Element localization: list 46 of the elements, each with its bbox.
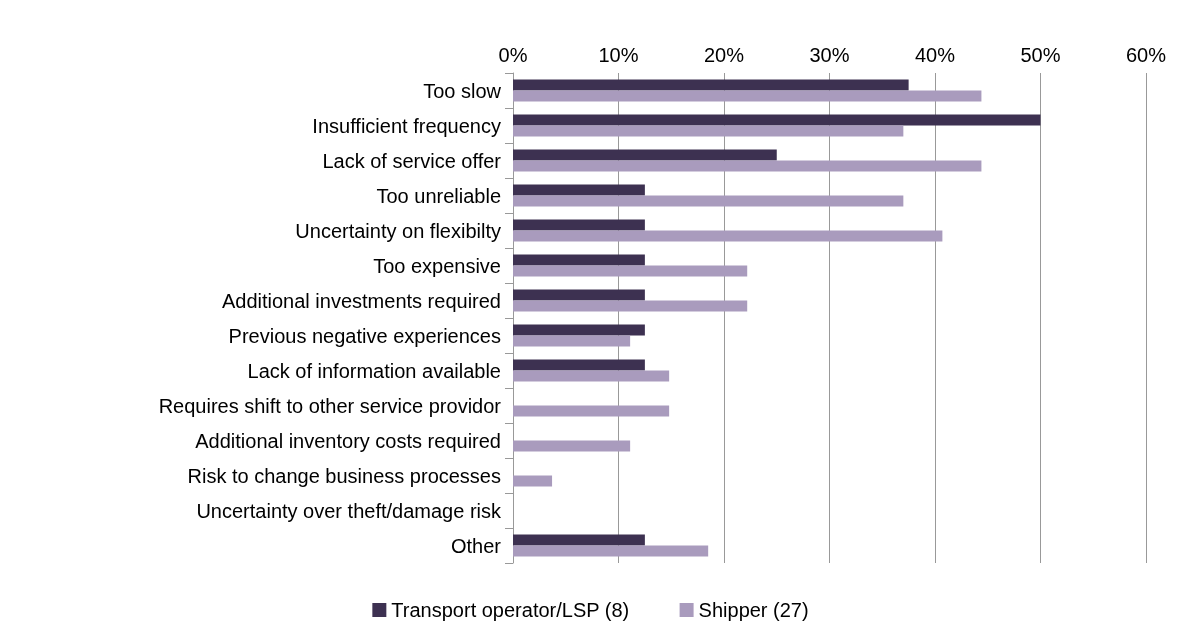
y-tick-label: Additional investments required	[221, 289, 501, 312]
x-tick-label: 0%	[498, 44, 528, 66]
bar	[513, 545, 709, 557]
y-tick-label: Lack of information available	[247, 359, 501, 382]
bar	[513, 254, 645, 266]
x-tick-label: 60%	[1125, 44, 1167, 66]
y-tick-label: Too expensive	[373, 254, 501, 277]
y-tick-label: Uncertainty over theft/damage risk	[196, 499, 502, 522]
bar	[513, 440, 631, 452]
bar	[513, 184, 645, 196]
bar	[513, 405, 670, 417]
bar	[513, 475, 553, 487]
bar	[513, 289, 645, 301]
bar	[513, 300, 748, 312]
bar	[513, 230, 943, 242]
y-tick-label: Lack of service offer	[322, 149, 502, 172]
bar	[513, 149, 777, 161]
bar	[513, 219, 645, 231]
bar	[513, 125, 904, 137]
bar	[513, 324, 645, 336]
y-tick-label: Too unreliable	[376, 184, 501, 207]
y-tick-label: Additional inventory costs required	[195, 429, 501, 452]
bar	[513, 359, 645, 371]
y-tick-label: Insufficient frequency	[312, 114, 501, 137]
bar	[513, 79, 909, 91]
y-tick-label: Previous negative experiences	[228, 324, 501, 347]
legend-label: Shipper (27)	[698, 599, 809, 621]
bar	[513, 90, 982, 102]
x-tick-label: 30%	[809, 44, 850, 66]
x-tick-label: 40%	[914, 44, 956, 66]
y-tick-label: Risk to change business processes	[187, 464, 501, 487]
x-tick-label: 10%	[598, 44, 639, 66]
bar	[513, 534, 645, 546]
legend-label: Transport operator/LSP (8)	[391, 599, 630, 621]
bar	[513, 370, 670, 382]
bar	[513, 160, 982, 172]
bar	[513, 265, 748, 277]
y-tick-label: Too slow	[423, 79, 502, 102]
y-tick-label: Uncertainty on flexibilty	[295, 219, 501, 242]
y-tick-label: Other	[450, 534, 502, 557]
y-tick-label: Requires shift to other service providor	[158, 394, 502, 417]
x-tick-label: 50%	[1020, 44, 1061, 66]
bar	[513, 195, 904, 207]
bar	[513, 335, 631, 347]
x-tick-label: 20%	[703, 44, 745, 66]
bar	[513, 114, 1041, 126]
